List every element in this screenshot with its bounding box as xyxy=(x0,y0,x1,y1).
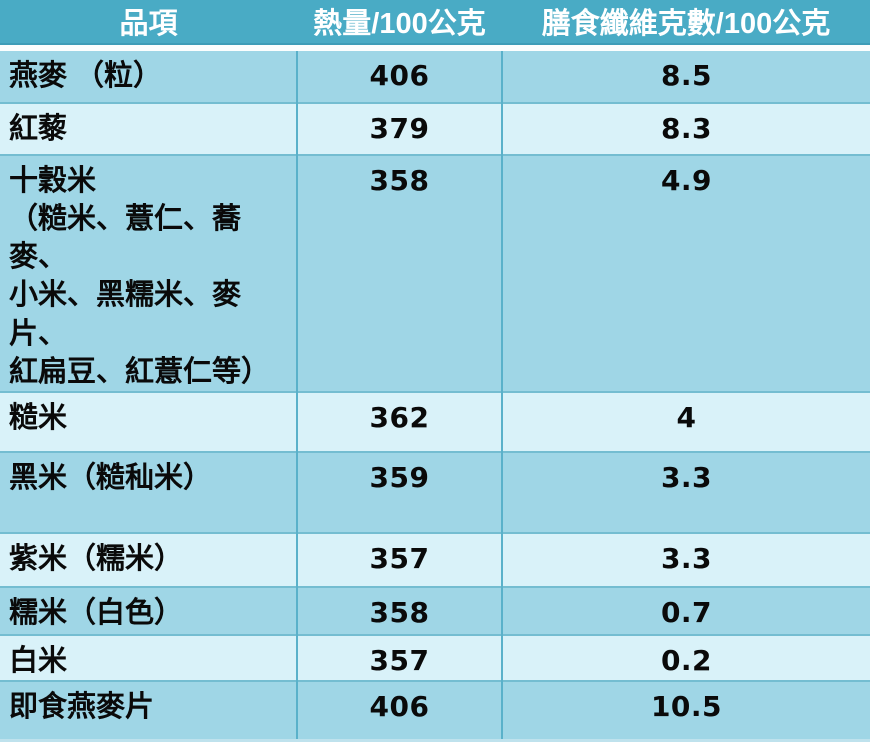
calories-cell: 379 xyxy=(296,101,502,155)
calories-cell: 406 xyxy=(296,680,502,742)
calories-cell: 406 xyxy=(296,48,502,103)
fiber-cell: 3.3 xyxy=(501,532,870,588)
table-row-purple-rice: 紫米（糯米） 357 3.3 xyxy=(0,532,870,588)
table-row-glutinous-rice: 糯米（白色） 358 0.7 xyxy=(0,586,870,636)
item-cell: 紅藜 xyxy=(0,101,297,155)
table-row-oat-groats: 燕麥 （粒） 406 8.5 xyxy=(0,48,870,103)
col-header-fiber: 膳食纖維克數/100公克 xyxy=(502,0,870,50)
item-cell: 糯米（白色） xyxy=(0,586,297,636)
item-cell: 十穀米 （糙米、薏仁、蕎麥、 小米、黑糯米、麥片、 紅扁豆、紅薏仁等） xyxy=(0,153,297,393)
calories-cell: 362 xyxy=(296,391,502,453)
calories-cell: 358 xyxy=(296,153,502,393)
table-row-instant-oatmeal: 即食燕麥片 406 10.5 xyxy=(0,680,870,742)
fiber-cell: 4.9 xyxy=(501,153,870,393)
table-row-white-rice: 白米 357 0.2 xyxy=(0,634,870,682)
fiber-cell: 0.2 xyxy=(501,634,870,682)
fiber-cell: 3.3 xyxy=(501,451,870,534)
table-row-red-quinoa: 紅藜 379 8.3 xyxy=(0,101,870,155)
fiber-cell: 0.7 xyxy=(501,586,870,636)
fiber-cell: 8.5 xyxy=(501,48,870,103)
fiber-cell: 10.5 xyxy=(501,680,870,742)
col-header-calories: 熱量/100公克 xyxy=(297,0,502,50)
col-header-item: 品項 xyxy=(0,0,297,50)
item-cell: 黑米（糙秈米） xyxy=(0,451,297,534)
item-cell: 燕麥 （粒） xyxy=(0,48,297,103)
calories-cell: 357 xyxy=(296,634,502,682)
item-cell: 糙米 xyxy=(0,391,297,453)
table-row-ten-grain-rice: 十穀米 （糙米、薏仁、蕎麥、 小米、黑糯米、麥片、 紅扁豆、紅薏仁等） 358 … xyxy=(0,153,870,393)
calories-cell: 359 xyxy=(296,451,502,534)
item-cell: 紫米（糯米） xyxy=(0,532,297,588)
calories-cell: 358 xyxy=(296,586,502,636)
table-row-black-rice: 黑米（糙秈米） 359 3.3 xyxy=(0,451,870,534)
table-row-brown-rice: 糙米 362 4 xyxy=(0,391,870,453)
header-row: 品項 熱量/100公克 膳食纖維克數/100公克 xyxy=(0,0,870,50)
item-cell: 白米 xyxy=(0,634,297,682)
item-cell: 即食燕麥片 xyxy=(0,680,297,742)
fiber-cell: 8.3 xyxy=(501,101,870,155)
fiber-cell: 4 xyxy=(501,391,870,453)
calories-cell: 357 xyxy=(296,532,502,588)
